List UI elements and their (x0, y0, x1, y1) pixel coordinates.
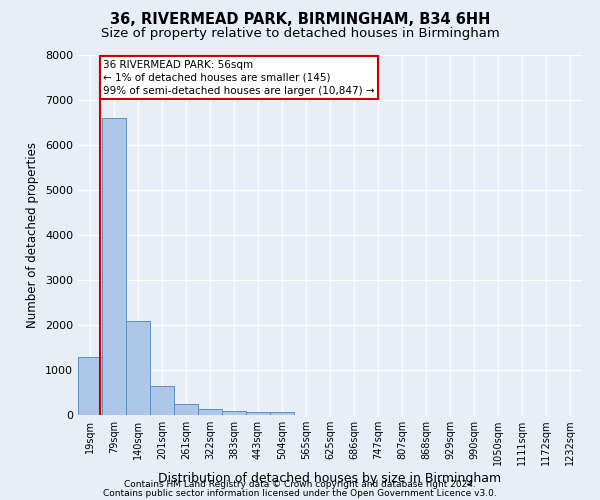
Text: Contains HM Land Registry data © Crown copyright and database right 2024.: Contains HM Land Registry data © Crown c… (124, 480, 476, 489)
X-axis label: Distribution of detached houses by size in Birmingham: Distribution of detached houses by size … (158, 472, 502, 486)
Bar (198, 409, 222, 415)
Bar (174, 404, 198, 415)
Y-axis label: Number of detached properties: Number of detached properties (26, 142, 40, 328)
Bar (126, 322, 150, 415)
Bar (78, 356, 102, 415)
Bar (222, 410, 246, 415)
Bar (102, 118, 126, 415)
Text: Contains public sector information licensed under the Open Government Licence v3: Contains public sector information licen… (103, 488, 497, 498)
Bar (246, 412, 270, 415)
Bar (270, 412, 294, 415)
Text: 36 RIVERMEAD PARK: 56sqm
← 1% of detached houses are smaller (145)
99% of semi-d: 36 RIVERMEAD PARK: 56sqm ← 1% of detache… (103, 60, 375, 96)
Text: 36, RIVERMEAD PARK, BIRMINGHAM, B34 6HH: 36, RIVERMEAD PARK, BIRMINGHAM, B34 6HH (110, 12, 490, 28)
Bar (150, 386, 174, 415)
Text: Size of property relative to detached houses in Birmingham: Size of property relative to detached ho… (101, 28, 499, 40)
